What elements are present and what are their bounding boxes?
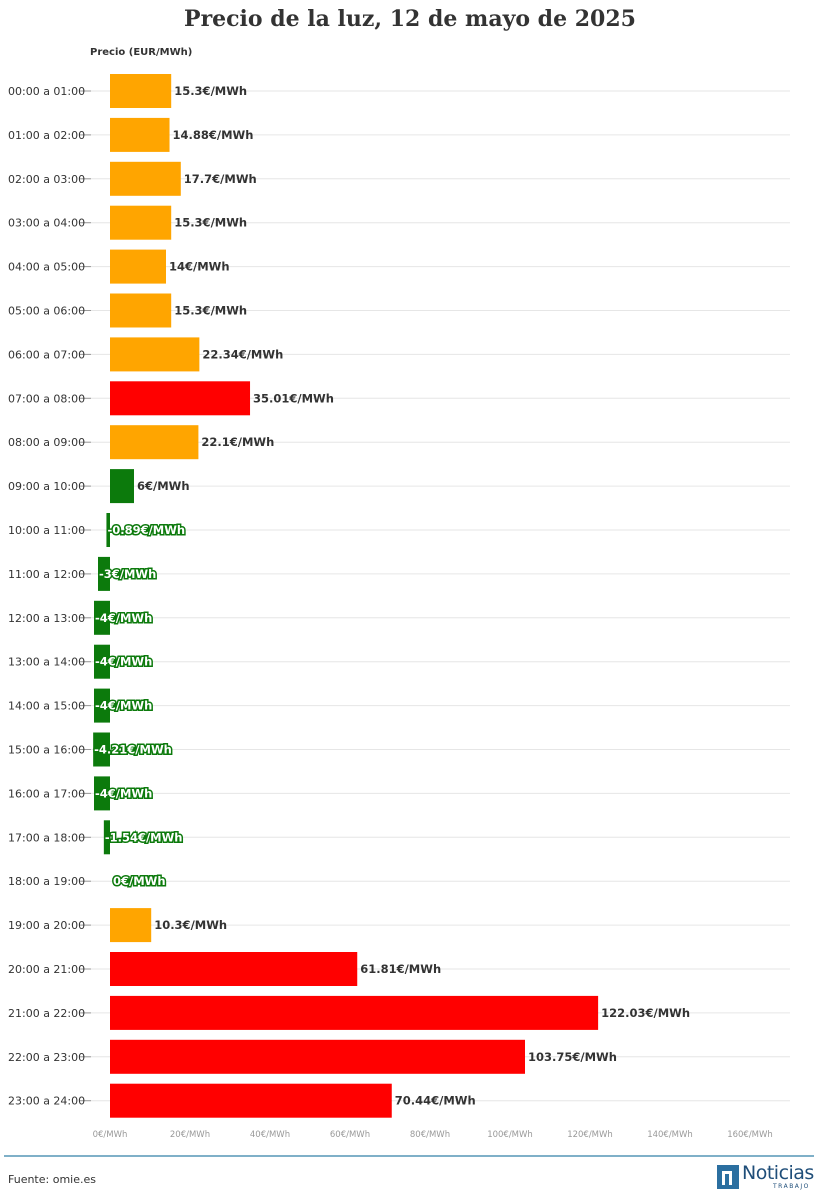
x-tick-label: 20€/MWh (170, 1130, 210, 1140)
bar (110, 425, 199, 460)
bar (110, 1039, 525, 1074)
source-note: Fuente: omie.es (8, 1173, 96, 1186)
x-tick-label: 120€/MWh (567, 1130, 613, 1140)
data-label: 17.7€/MWh (184, 172, 257, 186)
bar (110, 205, 172, 240)
bar (110, 117, 170, 152)
category-label: 10:00 a 11:00 (8, 524, 85, 537)
category-label: 11:00 a 12:00 (8, 568, 85, 581)
data-label: -4€/MWh (95, 699, 152, 713)
data-label: 10.3€/MWh (154, 918, 227, 932)
data-label: -4.21€/MWh (94, 743, 172, 757)
bar (110, 469, 134, 504)
bar (94, 688, 110, 723)
bar (110, 908, 152, 943)
data-label: 61.81€/MWh (360, 962, 441, 976)
category-label: 13:00 a 14:00 (8, 656, 85, 669)
axis-label: Precio (EUR/MWh) (90, 47, 193, 58)
bar (110, 1083, 392, 1118)
x-tick-label: 60€/MWh (330, 1130, 370, 1140)
bar (103, 820, 110, 855)
category-label: 20:00 a 21:00 (8, 963, 85, 976)
chart-title: Precio de la luz, 12 de mayo de 2025 (184, 6, 636, 32)
category-label: 21:00 a 22:00 (8, 1007, 85, 1020)
bar (93, 732, 110, 767)
bar (110, 249, 166, 284)
logo-subtitle: TRABAJO (773, 1183, 810, 1190)
data-label: 15.3€/MWh (174, 84, 247, 98)
data-label: 22.34€/MWh (202, 347, 283, 361)
x-tick-label: 140€/MWh (647, 1130, 693, 1140)
bar (94, 776, 110, 811)
bar (110, 74, 172, 108)
data-label: -0.89€/MWh (107, 523, 185, 537)
bar (98, 556, 110, 591)
x-tick-label: 80€/MWh (410, 1130, 450, 1140)
bar (110, 293, 172, 328)
bar (110, 995, 599, 1030)
x-tick-label: 160€/MWh (727, 1130, 773, 1140)
data-label: 14.88€/MWh (173, 128, 254, 142)
x-tick-label: 40€/MWh (250, 1130, 290, 1140)
category-label: 06:00 a 07:00 (8, 348, 85, 361)
bar (110, 952, 358, 986)
data-label: 6€/MWh (137, 479, 190, 493)
x-tick-label: 0€/MWh (93, 1130, 128, 1140)
category-label: 16:00 a 17:00 (8, 787, 85, 800)
data-label: 35.01€/MWh (253, 391, 334, 405)
data-label: 15.3€/MWh (174, 304, 247, 318)
bar (106, 513, 110, 547)
category-label: 17:00 a 18:00 (8, 831, 85, 844)
bar (110, 337, 200, 372)
data-label: -4€/MWh (95, 655, 152, 669)
logo-name: Noticias (742, 1162, 814, 1184)
category-label: 01:00 a 02:00 (8, 129, 85, 142)
data-label: -1.54€/MWh (105, 830, 183, 844)
category-label: 23:00 a 24:00 (8, 1095, 85, 1108)
category-label: 00:00 a 01:00 (8, 85, 85, 98)
data-label: -3€/MWh (99, 567, 156, 581)
noticias-trabajo-logo[interactable]: Noticias TRABAJO (717, 1162, 814, 1191)
bar (94, 644, 110, 679)
category-label: 05:00 a 06:00 (8, 305, 85, 318)
data-label: -4€/MWh (95, 611, 152, 625)
category-label: 04:00 a 05:00 (8, 261, 85, 274)
category-label: 15:00 a 16:00 (8, 744, 85, 757)
price-bar-chart: 00:00 a 01:00 01:00 a 02:00 02:00 a 03:00 0… (8, 74, 790, 1140)
data-label: -4€/MWh (95, 786, 152, 800)
data-label: 14€/MWh (169, 260, 230, 274)
category-label: 19:00 a 20:00 (8, 919, 85, 932)
data-label: 122.03€/MWh (601, 1006, 690, 1020)
x-tick-label: 100€/MWh (487, 1130, 533, 1140)
category-label: 08:00 a 09:00 (8, 436, 85, 449)
data-label: 103.75€/MWh (528, 1050, 617, 1064)
category-label: 03:00 a 04:00 (8, 217, 85, 230)
category-label: 02:00 a 03:00 (8, 173, 85, 186)
category-label: 12:00 a 13:00 (8, 612, 85, 625)
data-label: 70.44€/MWh (395, 1094, 476, 1108)
footer-divider (4, 1155, 814, 1157)
data-label: 0€/MWh (113, 874, 166, 888)
category-label: 14:00 a 15:00 (8, 700, 85, 713)
category-label: 07:00 a 08:00 (8, 392, 85, 405)
category-label: 18:00 a 19:00 (8, 875, 85, 888)
category-label: 09:00 a 10:00 (8, 480, 85, 493)
bar (94, 600, 110, 635)
bar (110, 381, 251, 416)
bar (110, 161, 181, 196)
logo-mark-icon (717, 1165, 739, 1189)
data-label: 22.1€/MWh (201, 435, 274, 449)
data-label: 15.3€/MWh (174, 216, 247, 230)
category-label: 22:00 a 23:00 (8, 1051, 85, 1064)
